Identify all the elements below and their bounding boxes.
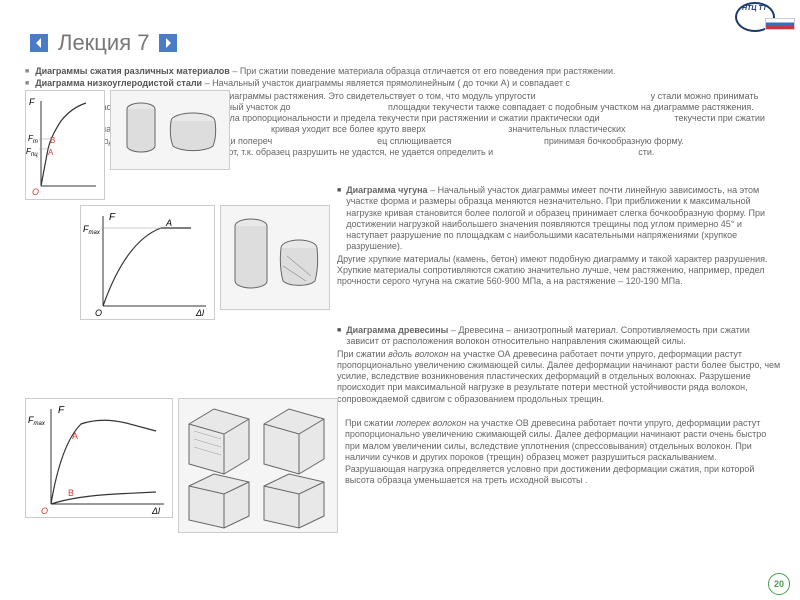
svg-text:F: F	[29, 97, 35, 107]
bullet-1: Диаграммы сжатия различных материалов – …	[25, 66, 785, 77]
graph-wood: F Fmax A B O Δl	[25, 398, 173, 518]
text-castiron: Диаграмма чугуна – Начальный участок диа…	[337, 185, 782, 287]
svg-text:A: A	[72, 431, 78, 441]
svg-text:Fт: Fт	[28, 134, 38, 145]
svg-text:Δl: Δl	[151, 506, 161, 516]
svg-text:O: O	[32, 187, 39, 197]
content: Диаграммы сжатия различных материалов – …	[0, 61, 800, 590]
svg-text:B: B	[50, 136, 55, 145]
svg-text:F: F	[109, 212, 116, 223]
bullet-2: Диаграмма низкоуглеродистой стали – Нача…	[25, 78, 785, 89]
svg-text:O: O	[95, 308, 102, 318]
svg-text:B: B	[68, 488, 74, 498]
svg-text:F: F	[58, 405, 65, 416]
svg-text:O: O	[41, 506, 48, 516]
svg-text:Fmax: Fmax	[28, 415, 46, 427]
page-number: 20	[768, 573, 790, 595]
svg-text:Δl: Δl	[195, 308, 205, 318]
cylinders-castiron	[220, 205, 330, 310]
svg-text:A: A	[48, 148, 54, 157]
graph-castiron: F Fmax A O Δl	[80, 205, 215, 320]
text-wood-across: При сжатии поперек волокон на участке ОВ…	[345, 418, 783, 487]
graph-steel: F Fт Fпц B A O	[25, 90, 105, 200]
text-wood: Диаграмма древесины – Древесина – анизот…	[337, 325, 782, 405]
svg-text:Fmax: Fmax	[83, 224, 101, 236]
nav-prev-button[interactable]	[30, 34, 48, 52]
lecture-title: Лекция 7	[58, 30, 149, 56]
header: Лекция 7	[0, 0, 800, 61]
logo: НТЦ ТТ	[735, 2, 795, 37]
svg-text:Fпц: Fпц	[26, 147, 38, 158]
wood-blocks	[178, 398, 338, 533]
svg-text:A: A	[165, 218, 172, 228]
nav-next-button[interactable]	[159, 34, 177, 52]
cylinders-steel	[110, 90, 230, 170]
